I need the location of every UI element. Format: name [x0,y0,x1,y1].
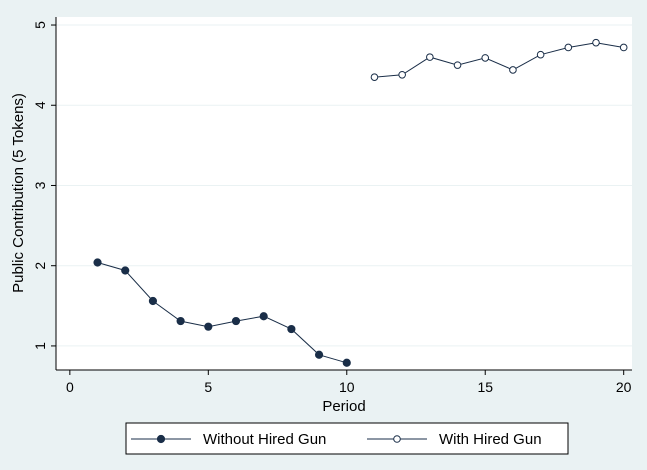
data-point-without-hired-gun-10 [342,358,351,367]
x-tick-label-10: 10 [339,379,355,395]
x-axis-label: Period [322,398,365,415]
data-point-with-hired-gun-20 [619,43,628,52]
legend-label-without-hired-gun: Without Hired Gun [203,431,326,448]
series-line-with-hired-gun [374,42,624,78]
data-point-without-hired-gun-4 [176,316,185,326]
grid-lines [56,24,632,347]
data-point-without-hired-gun-8 [287,324,296,334]
x-tick-label-20: 20 [616,379,632,395]
y-axis-label: Public Contribution (5 Tokens) [10,93,27,293]
data-point-with-hired-gun-19 [592,38,600,47]
data-point-with-hired-gun-11 [370,73,379,81]
data-point-with-hired-gun-18 [564,43,573,52]
data-point-without-hired-gun-1 [93,258,102,267]
legend-label-with-hired-gun: With Hired Gun [439,431,542,448]
data-point-without-hired-gun-9 [314,350,324,359]
data-point-with-hired-gun-17 [536,50,545,59]
axes [55,17,632,371]
data-point-with-hired-gun-15 [481,54,490,62]
data-point-with-hired-gun-12 [398,70,406,79]
x-tick-label-0: 0 [66,379,74,395]
data-point-with-hired-gun-16 [509,66,517,74]
x-tick-label-5: 5 [204,379,212,395]
data-point-with-hired-gun-14 [453,61,462,69]
data-point-without-hired-gun-6 [231,316,241,326]
y-tick-label-1: 1 [32,342,48,350]
y-tick-label-3: 3 [32,181,48,189]
legend-marker-with-hired-gun [393,435,401,443]
x-tick-label-15: 15 [477,379,493,395]
legend-box [125,422,569,455]
data-point-without-hired-gun-3 [148,296,158,306]
series-line-without-hired-gun [97,262,347,364]
x-ticks: 0 5 10 15 20 [66,370,632,395]
legend-marker-without-hired-gun [156,434,166,444]
data-point-with-hired-gun-13 [426,53,434,61]
data-point-without-hired-gun-2 [121,266,130,275]
y-tick-label-2: 2 [32,262,48,270]
data-point-without-hired-gun-7 [259,312,268,321]
y-ticks: 1 2 3 4 5 [32,21,56,350]
legend: Without Hired Gun With Hired Gun [125,422,569,455]
series-layer [93,38,628,367]
y-tick-label-4: 4 [32,101,48,109]
plot-area [56,17,632,370]
y-tick-label-5: 5 [32,21,48,29]
data-point-without-hired-gun-5 [204,322,213,331]
